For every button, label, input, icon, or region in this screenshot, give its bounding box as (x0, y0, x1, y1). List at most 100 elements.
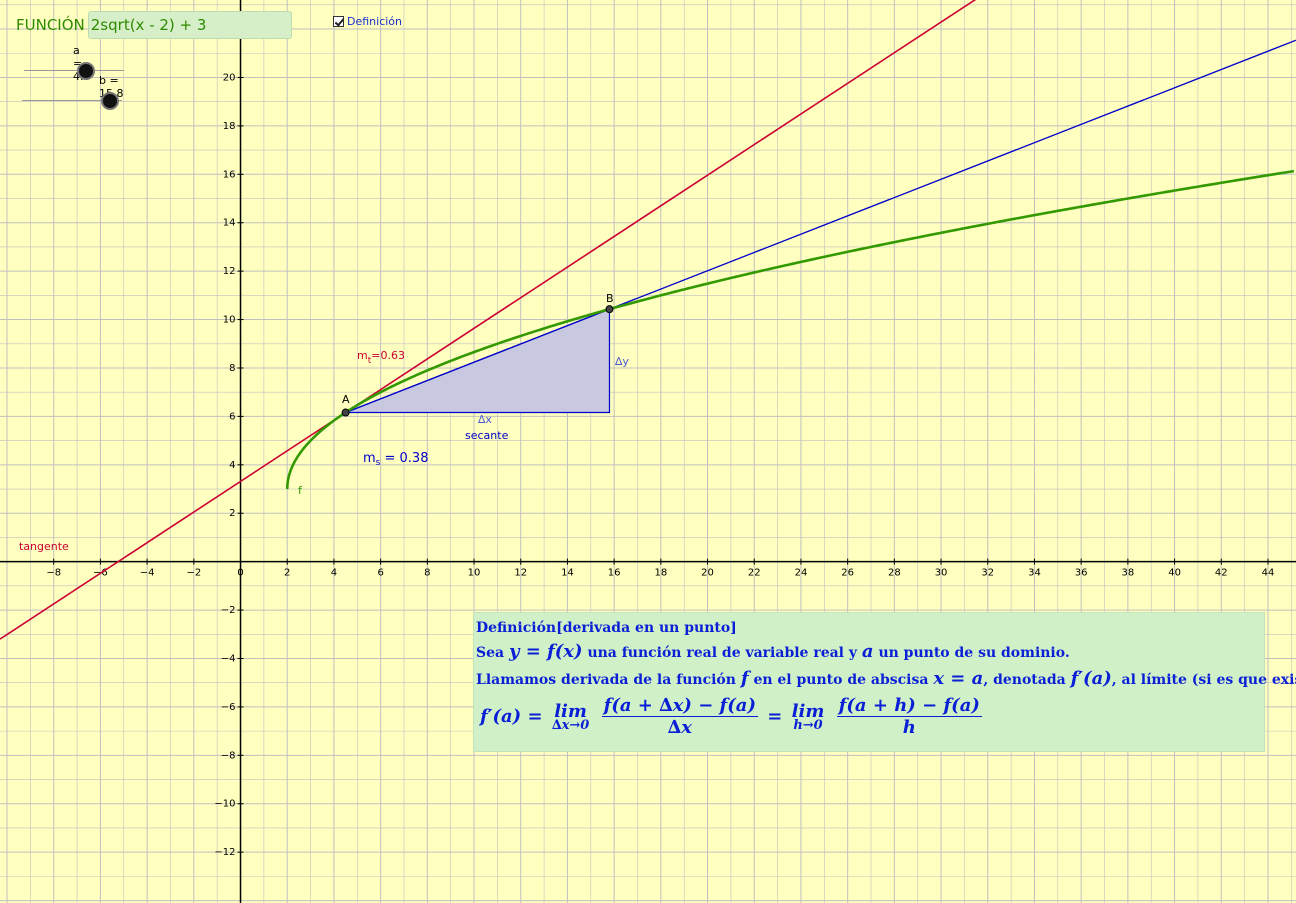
x-tick-label: −8 (46, 568, 61, 579)
line1-math-2: a (861, 641, 874, 662)
x-tick-label: 26 (841, 568, 854, 579)
x-tick-label: 2 (284, 568, 290, 579)
line2-text-3: , denotada (983, 672, 1066, 688)
definition-checkbox-label: Definición (347, 15, 402, 28)
slider-a-knob[interactable] (77, 62, 95, 80)
x-tick-label: 0 (237, 568, 243, 579)
x-tick-label: 14 (561, 568, 574, 579)
curve-label: f (298, 484, 303, 497)
line2-math-1: f (740, 668, 749, 689)
x-tick-label: 4 (331, 568, 337, 579)
y-tick-label: 8 (229, 363, 235, 374)
x-tick-label: 12 (514, 568, 527, 579)
formula-lim-1-sub: ∆x→0 (551, 717, 590, 733)
slider-a-track[interactable] (24, 70, 124, 71)
function-input[interactable]: 2sqrt(x - 2) + 3 (87, 11, 292, 39)
point-a-label: A (342, 393, 350, 406)
x-tick-label: 32 (981, 568, 994, 579)
line2-math-2: x = a (933, 668, 984, 689)
x-tick-label: 44 (1262, 568, 1275, 579)
delta-x-label: ∆x (477, 413, 492, 426)
line1-text-3: un punto de su dominio. (878, 645, 1070, 661)
delta-y-label: ∆y (614, 355, 629, 368)
y-tick-label: −4 (221, 653, 236, 664)
point-b[interactable] (605, 305, 614, 314)
tick-labels: −8−6−4−202468101214161820222426283032343… (46, 72, 1274, 858)
x-tick-label: 30 (935, 568, 948, 579)
line2-text-4: , al límite (si es que existe): (1111, 672, 1296, 688)
formula-lim-2: lim (791, 700, 825, 722)
y-tick-label: 18 (223, 121, 236, 132)
point-a[interactable] (341, 408, 350, 417)
definition-checkbox[interactable]: Definición (333, 15, 402, 28)
tangent-slope-value: =0.63 (371, 349, 405, 362)
secant-line[interactable] (345, 39, 1296, 414)
formula-fraction-2: f(a + h) − f(a) h (836, 695, 982, 738)
fraction-2-numerator: f(a + h) − f(a) (836, 695, 982, 717)
secant-slope-label: ms = 0.38 (363, 451, 428, 468)
x-tick-label: 36 (1075, 568, 1088, 579)
function-input-bar: FUNCIÓN 2sqrt(x - 2) + 3 (16, 11, 292, 39)
y-tick-label: 10 (223, 315, 236, 326)
y-tick-label: −12 (214, 847, 235, 858)
x-tick-label: 16 (608, 568, 621, 579)
y-tick-label: 12 (223, 266, 236, 277)
secant-slope-value: = 0.38 (380, 451, 428, 466)
x-tick-label: −4 (140, 568, 155, 579)
function-label: FUNCIÓN (16, 16, 85, 34)
y-tick-label: 14 (223, 218, 236, 229)
tangent-label: tangente (19, 540, 69, 553)
slider-b-knob[interactable] (101, 92, 119, 110)
x-tick-label: 40 (1168, 568, 1181, 579)
x-tick-label: 28 (888, 568, 901, 579)
formula-fraction-1: f(a + ∆x) − f(a) ∆x (601, 695, 758, 738)
x-tick-label: 34 (1028, 568, 1041, 579)
tangent-line[interactable] (0, 0, 1296, 640)
definition-line-1: Sea y = f(x) una función real de variabl… (476, 641, 1070, 662)
line1-text-1: Sea (476, 645, 505, 661)
y-tick-label: 2 (229, 508, 235, 519)
x-tick-label: 22 (748, 568, 761, 579)
y-tick-label: −2 (221, 605, 236, 616)
tangent-slope-label: mt=0.63 (357, 349, 405, 366)
line2-text-1: Llamamos derivada de la función (476, 672, 736, 688)
tangent-slope-sub: t (368, 356, 372, 366)
fraction-2-denominator: h (902, 717, 916, 738)
line1-math-1: y = f(x) (508, 641, 583, 662)
x-tick-label: 6 (377, 568, 383, 579)
definition-title: Definición[derivada en un punto] (476, 620, 737, 636)
line2-math-3: f′(a) (1070, 668, 1112, 689)
checkbox-checked-icon[interactable] (333, 16, 344, 27)
formula-lim-2-sub: h→0 (793, 717, 823, 733)
formula-limit-1: lim ∆x→0 (552, 701, 589, 733)
y-tick-label: 4 (229, 460, 235, 471)
formula-equals: = (767, 706, 783, 727)
slider-b-track[interactable] (22, 100, 122, 101)
x-tick-label: 18 (654, 568, 667, 579)
secant-slope-prefix: m (363, 451, 376, 466)
y-tick-label: −8 (221, 750, 236, 761)
fraction-1-numerator: f(a + ∆x) − f(a) (601, 695, 758, 717)
x-tick-label: 42 (1215, 568, 1228, 579)
point-b-label: B (606, 292, 614, 305)
secant-label: secante (465, 429, 509, 442)
y-tick-label: −10 (214, 799, 235, 810)
formula-lim-1: lim (554, 700, 587, 722)
definition-line-2: Llamamos derivada de la función f en el … (476, 668, 1296, 689)
x-tick-label: 10 (468, 568, 481, 579)
x-tick-label: 38 (1122, 568, 1135, 579)
x-tick-label: 20 (701, 568, 714, 579)
y-tick-label: 16 (223, 169, 236, 180)
function-curve[interactable] (285, 169, 1295, 490)
x-tick-label: 24 (795, 568, 808, 579)
y-tick-label: −6 (221, 702, 236, 713)
x-tick-label: −2 (186, 568, 201, 579)
tangent-slope-prefix: m (357, 349, 368, 362)
secant-slope-sub: s (376, 458, 381, 468)
derivative-formula: f′(a) = lim ∆x→0 f(a + ∆x) − f(a) ∆x = l… (480, 695, 985, 738)
formula-lhs: f′(a) = (480, 706, 543, 727)
